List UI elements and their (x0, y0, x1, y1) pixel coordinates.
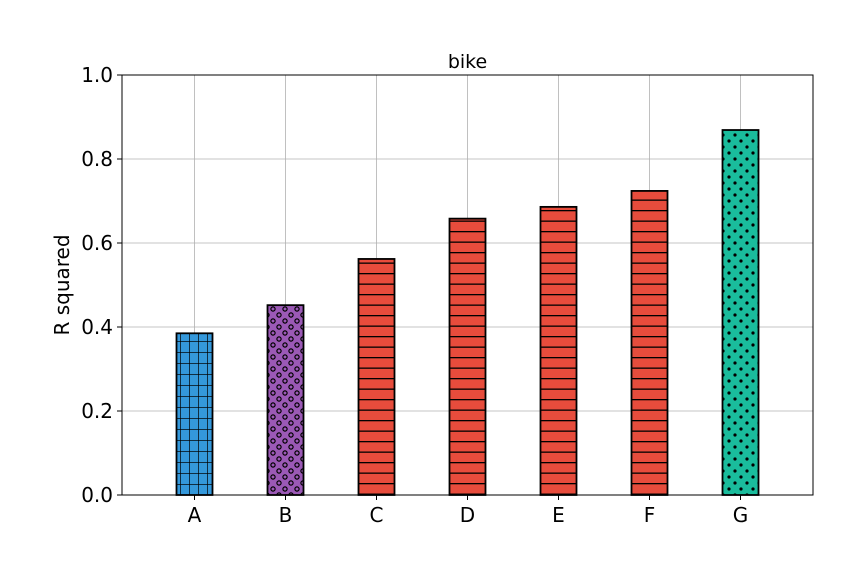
y-tick-label: 0.6 (81, 231, 113, 255)
bar-F (630, 190, 669, 496)
x-tick-label: D (460, 503, 475, 527)
y-tick-label: 0.0 (81, 483, 113, 507)
y-tick-label: 0.2 (81, 399, 113, 423)
bar-D (448, 217, 487, 496)
x-tick-label: C (370, 503, 384, 527)
bars (175, 129, 760, 496)
x-tick-label: B (279, 503, 293, 527)
y-tick-label: 0.8 (81, 147, 113, 171)
y-tick-label: 0.4 (81, 315, 113, 339)
x-tick-label: G (733, 503, 749, 527)
y-axis: 0.0 0.2 0.4 0.6 0.8 1.0 (81, 63, 122, 507)
bar-B (266, 304, 305, 496)
x-axis: A B C D E F G (188, 495, 749, 527)
x-tick-label: A (188, 503, 202, 527)
x-tick-label: E (552, 503, 565, 527)
y-tick-label: 1.0 (81, 63, 113, 87)
y-axis-label: R squared (50, 234, 74, 335)
bar-G (721, 129, 760, 496)
x-tick-label: F (644, 503, 656, 527)
bar-A (175, 332, 214, 496)
bar-C (357, 258, 396, 496)
chart-title: bike (448, 51, 487, 73)
bar-E (539, 205, 578, 496)
